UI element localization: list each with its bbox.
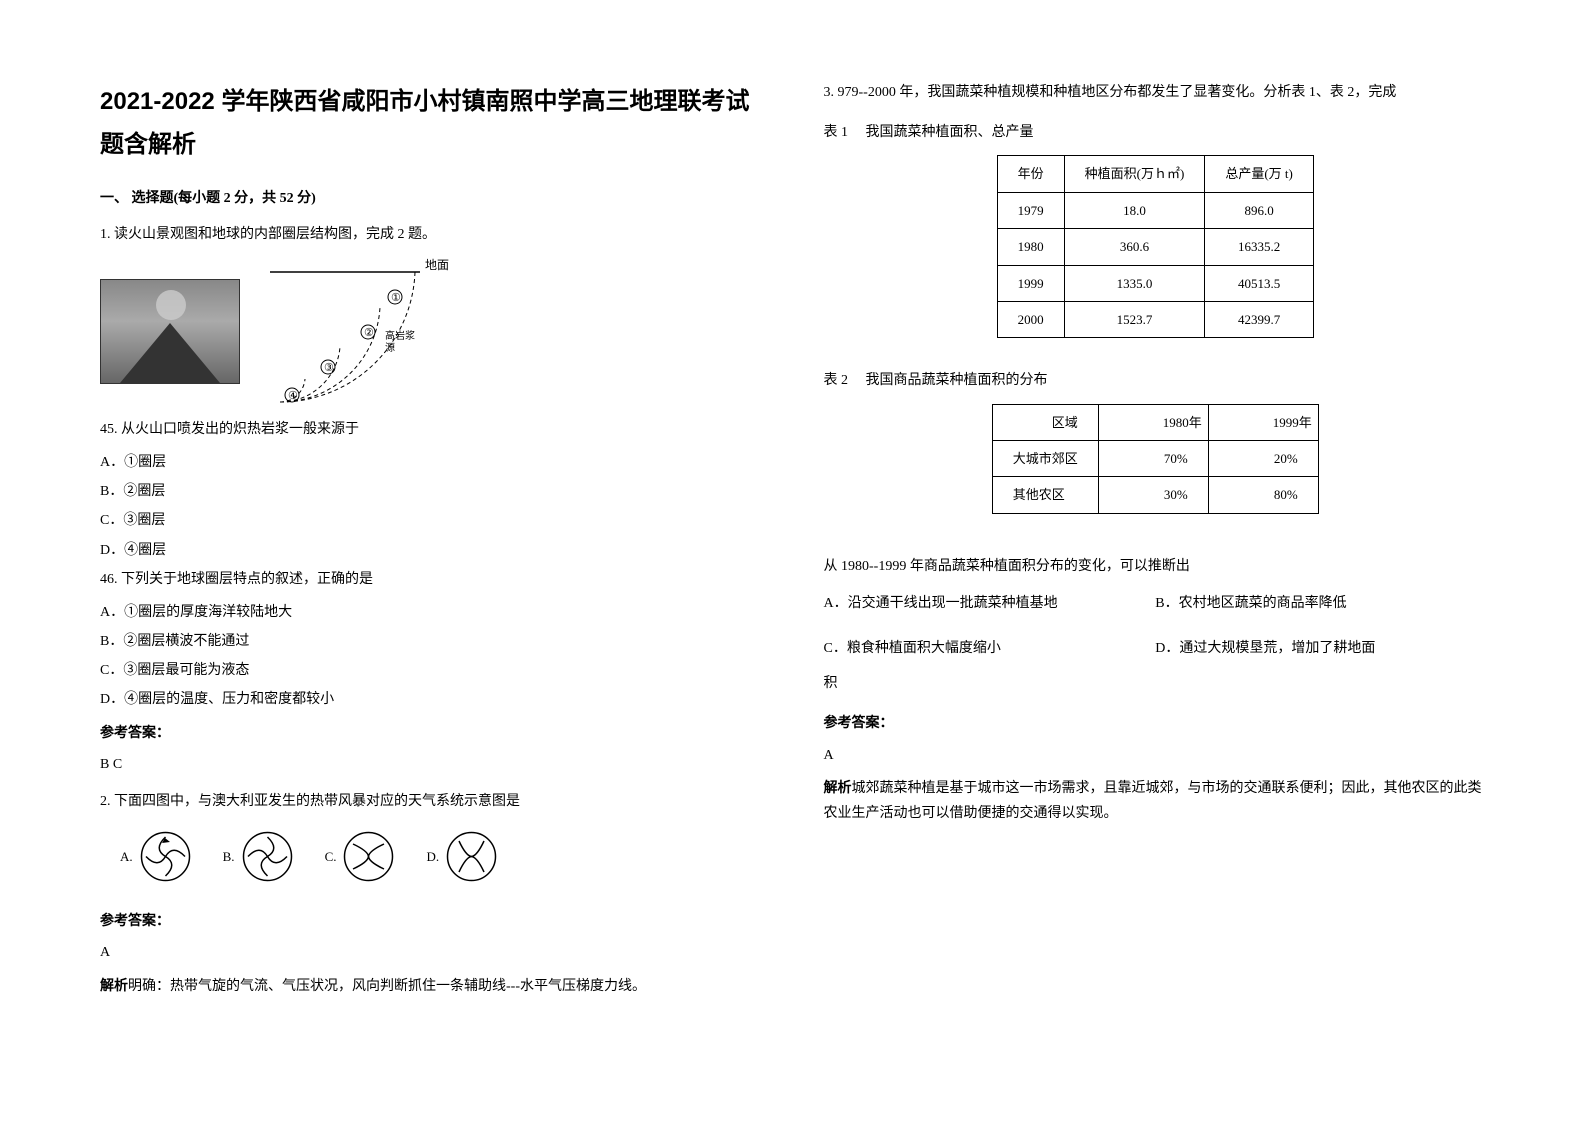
table-row: 2000 1523.7 42399.7 [997, 301, 1313, 337]
q46-option-c: C．③圈层最可能为液态 [100, 658, 764, 683]
table-cell: 40513.5 [1205, 265, 1314, 301]
q45-text: 45. 从火山口喷发出的炽热岩浆一般来源于 [100, 417, 764, 442]
table-cell: 20% [1208, 440, 1318, 476]
svg-text:③: ③ [324, 362, 334, 374]
table-cell: 18.0 [1064, 192, 1205, 228]
table1-caption: 表 1 我国蔬菜种植面积、总产量 [824, 120, 1488, 145]
cyclone-c-label: C. [325, 845, 337, 868]
table-cell: 1999 [997, 265, 1064, 301]
q2-analysis-text: 明确：热带气旋的气流、气压状况，风向判断抓住一条辅助线---水平气压梯度力线。 [128, 979, 646, 994]
left-column: 2021-2022 学年陕西省咸阳市小村镇南照中学高三地理联考试题含解析 一、 … [100, 80, 764, 1011]
q3-analysis: 解析城郊蔬菜种植是基于城市这一市场需求，且靠近城郊，与市场的交通联系便利；因此，… [824, 776, 1488, 826]
table-cell: 16335.2 [1205, 229, 1314, 265]
q1-intro: 1. 读火山景观图和地球的内部圈层结构图，完成 2 题。 [100, 222, 764, 247]
table-header: 年份 [997, 156, 1064, 192]
q45-option-d: D．④圈层 [100, 538, 764, 563]
table-row: 区域 1980年 1999年 [992, 404, 1318, 440]
cyclone-b: B. [223, 829, 295, 884]
table-row: 1999 1335.0 40513.5 [997, 265, 1313, 301]
table-header: 种植面积(万ｈ㎡) [1064, 156, 1205, 192]
table-row: 其他农区 30% 80% [992, 477, 1318, 513]
volcano-shape [120, 323, 220, 383]
table-cell: 360.6 [1064, 229, 1205, 265]
cyclone-c: C. [325, 829, 397, 884]
svg-text:①: ① [391, 292, 401, 304]
q2-answer: A [100, 940, 764, 965]
svg-text:地面: 地面 [425, 258, 449, 272]
q45-option-a: A．①圈层 [100, 450, 764, 475]
table-cell: 1980 [997, 229, 1064, 265]
q3-answer-label: 参考答案： [824, 711, 1488, 736]
table-cell: 30% [1098, 477, 1208, 513]
q46-option-b: B．②圈层横波不能通过 [100, 629, 764, 654]
svg-text:②: ② [364, 327, 374, 339]
table-header: 1980年 [1119, 411, 1202, 434]
table-cell: 1523.7 [1064, 301, 1205, 337]
document-title: 2021-2022 学年陕西省咸阳市小村镇南照中学高三地理联考试题含解析 [100, 80, 764, 166]
table-cell: 其他农区 [992, 477, 1098, 513]
right-column: 3. 979--2000 年，我国蔬菜种植规模和种植地区分布都发生了显著变化。分… [824, 80, 1488, 1011]
table-cell: 大城市郊区 [992, 440, 1098, 476]
cyclone-b-label: B. [223, 845, 235, 868]
q3-question: 从 1980--1999 年商品蔬菜种植面积分布的变化，可以推断出 [824, 554, 1488, 579]
earth-layers-diagram: 地面 ① ② 高岩浆 源 ③ ④ [270, 257, 450, 407]
q2-answer-label: 参考答案： [100, 909, 764, 934]
page-container: 2021-2022 学年陕西省咸阳市小村镇南照中学高三地理联考试题含解析 一、 … [100, 80, 1487, 1011]
table-header: 区域 [992, 404, 1098, 440]
table-row: 年份 种植面积(万ｈ㎡) 总产量(万 t) [997, 156, 1313, 192]
svg-text:④: ④ [288, 390, 298, 402]
q2-cyclone-figures: A. B. C. [120, 829, 764, 884]
table-header: 1999年 [1229, 411, 1312, 434]
table-cell: 42399.7 [1205, 301, 1314, 337]
table-cell: 1335.0 [1064, 265, 1205, 301]
q2-text: 2. 下面四图中，与澳大利亚发生的热带风暴对应的天气系统示意图是 [100, 789, 764, 814]
q3-options: A．沿交通干线出现一批蔬菜种植基地 B．农村地区蔬菜的商品率降低 C．粮食种植面… [824, 591, 1488, 697]
table-1: 年份 种植面积(万ｈ㎡) 总产量(万 t) 1979 18.0 896.0 19… [997, 155, 1314, 338]
svg-text:源: 源 [385, 341, 395, 354]
table2-caption: 表 2 我国商品蔬菜种植面积的分布 [824, 368, 1488, 393]
q1-answer-label: 参考答案： [100, 721, 764, 746]
question-3: 3. 979--2000 年，我国蔬菜种植规模和种植地区分布都发生了显著变化。分… [824, 80, 1488, 826]
table-cell: 896.0 [1205, 192, 1314, 228]
q2-analysis-bold: 解析 [100, 979, 128, 994]
q3-intro: 3. 979--2000 年，我国蔬菜种植规模和种植地区分布都发生了显著变化。分… [824, 80, 1488, 105]
volcano-smoke [156, 290, 186, 320]
q2-analysis: 解析明确：热带气旋的气流、气压状况，风向判断抓住一条辅助线---水平气压梯度力线… [100, 974, 764, 999]
q1-answer: B C [100, 752, 764, 777]
table-row: 1980 360.6 16335.2 [997, 229, 1313, 265]
q3-option-c: C．粮食种植面积大幅度缩小 [824, 636, 1156, 661]
cyclone-d: D. [426, 829, 499, 884]
table-2: 区域 1980年 1999年 大城市郊区 70% 20% 其他农区 30% 80… [992, 404, 1319, 514]
q46-text: 46. 下列关于地球圈层特点的叙述，正确的是 [100, 567, 764, 592]
volcano-image [100, 279, 240, 384]
q46-option-d: D．④圈层的温度、压力和密度都较小 [100, 687, 764, 712]
svg-text:高岩浆: 高岩浆 [385, 329, 415, 342]
table-cell: 2000 [997, 301, 1064, 337]
table-row: 1979 18.0 896.0 [997, 192, 1313, 228]
cyclone-a: A. [120, 829, 193, 884]
q45-option-b: B．②圈层 [100, 479, 764, 504]
table-header: 总产量(万 t) [1205, 156, 1314, 192]
q46-option-a: A．①圈层的厚度海洋较陆地大 [100, 600, 764, 625]
q3-analysis-text: 城郊蔬菜种植是基于城市这一市场需求，且靠近城郊，与市场的交通联系便利；因此，其他… [824, 781, 1482, 821]
table-row: 大城市郊区 70% 20% [992, 440, 1318, 476]
table-cell: 1979 [997, 192, 1064, 228]
table-cell: 80% [1208, 477, 1318, 513]
q3-option-b: B．农村地区蔬菜的商品率降低 [1155, 591, 1487, 616]
question-1: 1. 读火山景观图和地球的内部圈层结构图，完成 2 题。 地面 [100, 222, 764, 777]
q3-answer: A [824, 743, 1488, 768]
question-2: 2. 下面四图中，与澳大利亚发生的热带风暴对应的天气系统示意图是 A. B. [100, 789, 764, 999]
table-cell: 70% [1098, 440, 1208, 476]
q45-option-c: C．③圈层 [100, 508, 764, 533]
cyclone-a-label: A. [120, 845, 133, 868]
q3-analysis-bold: 解析 [824, 781, 852, 796]
q3-option-d: D．通过大规模垦荒，增加了耕地面 [1155, 636, 1487, 661]
q1-figures: 地面 ① ② 高岩浆 源 ③ ④ [100, 257, 764, 407]
cyclone-d-label: D. [426, 845, 439, 868]
q3-option-d-wrap: 积 [824, 671, 1488, 696]
q3-option-a: A．沿交通干线出现一批蔬菜种植基地 [824, 591, 1156, 616]
section-1-header: 一、 选择题(每小题 2 分，共 52 分) [100, 186, 764, 211]
